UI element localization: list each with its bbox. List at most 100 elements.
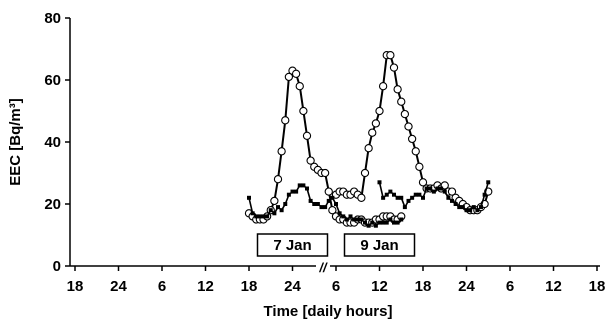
data-point-square [388,217,393,222]
x-tick-label: 24 [458,278,475,295]
data-point-square [352,217,357,222]
data-point-square [308,198,313,203]
data-point-square [294,189,299,194]
y-tick-label: 20 [44,196,61,213]
data-point-square [290,189,295,194]
data-point-circle [320,168,330,178]
data-point-circle [404,122,413,131]
data-point-square [417,192,422,197]
series-layer [244,51,493,228]
data-point-circle [368,128,377,137]
y-tick-label: 0 [53,258,61,275]
data-point-square [344,217,349,222]
x-tick-label: 24 [110,278,127,295]
data-point-circle [378,82,388,91]
data-point-square [247,195,251,200]
data-point-square [381,220,386,225]
data-point-square [326,198,331,203]
data-point-square [272,211,277,216]
data-point-square [424,186,429,191]
data-point-circle [393,85,402,94]
data-point-square [301,183,306,188]
data-point-square [406,198,411,203]
y-tick-label: 40 [44,134,61,151]
date-label: 9 Jan [360,237,398,254]
data-point-square [475,208,480,213]
data-point-square [315,202,320,206]
data-point-square [435,186,440,191]
data-point-square [377,180,382,185]
data-point-square [410,195,415,200]
data-point-square [395,220,400,225]
data-point-square [265,214,270,219]
data-point-square [384,220,389,225]
data-point-circle [371,119,381,128]
data-point-square [337,211,342,216]
data-point-square [254,214,259,219]
data-point-square [471,205,476,210]
data-point-square [450,198,454,203]
data-point-square [399,195,404,200]
date-label-box [343,233,416,257]
data-point-square [388,189,393,194]
data-point-circle [295,82,304,91]
data-point-square [468,208,473,213]
data-point-circle [302,131,312,140]
data-point-square [323,205,328,210]
data-point-square [330,195,335,200]
data-point-circle [328,206,337,215]
data-point-circle [291,69,301,78]
data-point-square [446,195,451,200]
x-tick-label: 18 [241,278,258,295]
x-tick-label: 12 [545,278,562,295]
data-point-square [486,180,491,185]
data-point-square [312,202,317,206]
data-point-square [464,208,469,213]
x-tick-label: 24 [284,278,301,295]
data-point-square [366,223,371,228]
data-point-circle [360,168,370,178]
data-point-circle [447,187,457,196]
data-point-circle [375,106,384,116]
data-point-circle [281,116,290,125]
data-point-square [334,202,338,206]
annotation-layer: 7 Jan 9 Jan [256,233,416,257]
axes: 0 20 40 60 80 18 24 6 12 18 24 6 12 18 24 6 12 18 // [44,10,605,295]
y-tick-label: 60 [44,72,61,89]
data-point-square [421,195,425,200]
data-point-square [399,217,404,222]
data-point-square [453,202,458,206]
data-point-square [250,211,255,216]
data-point-square [279,208,284,213]
data-point-circle [389,63,399,72]
data-point-square [395,195,400,200]
data-point-square [377,220,382,225]
x-tick-label: 6 [506,278,514,295]
data-point-circle [299,106,308,116]
data-point-square [381,195,386,200]
data-point-circle [415,162,424,171]
data-point-square [460,205,465,210]
data-point-square [479,205,483,210]
data-point-square [442,189,447,194]
data-point-circle [273,175,283,184]
x-tick-label: 12 [371,278,388,295]
x-tick-label: 6 [332,278,340,295]
x-tick-label: 6 [158,278,166,295]
data-point-circle [411,147,420,156]
data-point-square [276,205,280,210]
data-point-square [297,183,302,188]
data-point-circle [397,97,406,106]
axis-break-mark: // [318,260,328,275]
y-tick-label: 80 [44,10,61,27]
data-point-square [370,220,375,225]
data-point-square [286,192,291,197]
data-point-square [355,217,360,222]
data-point-square [392,220,396,225]
x-tick-label: 12 [197,278,214,295]
data-point-square [268,208,273,213]
data-point-square [402,205,407,210]
x-tick-label: 18 [415,278,432,295]
